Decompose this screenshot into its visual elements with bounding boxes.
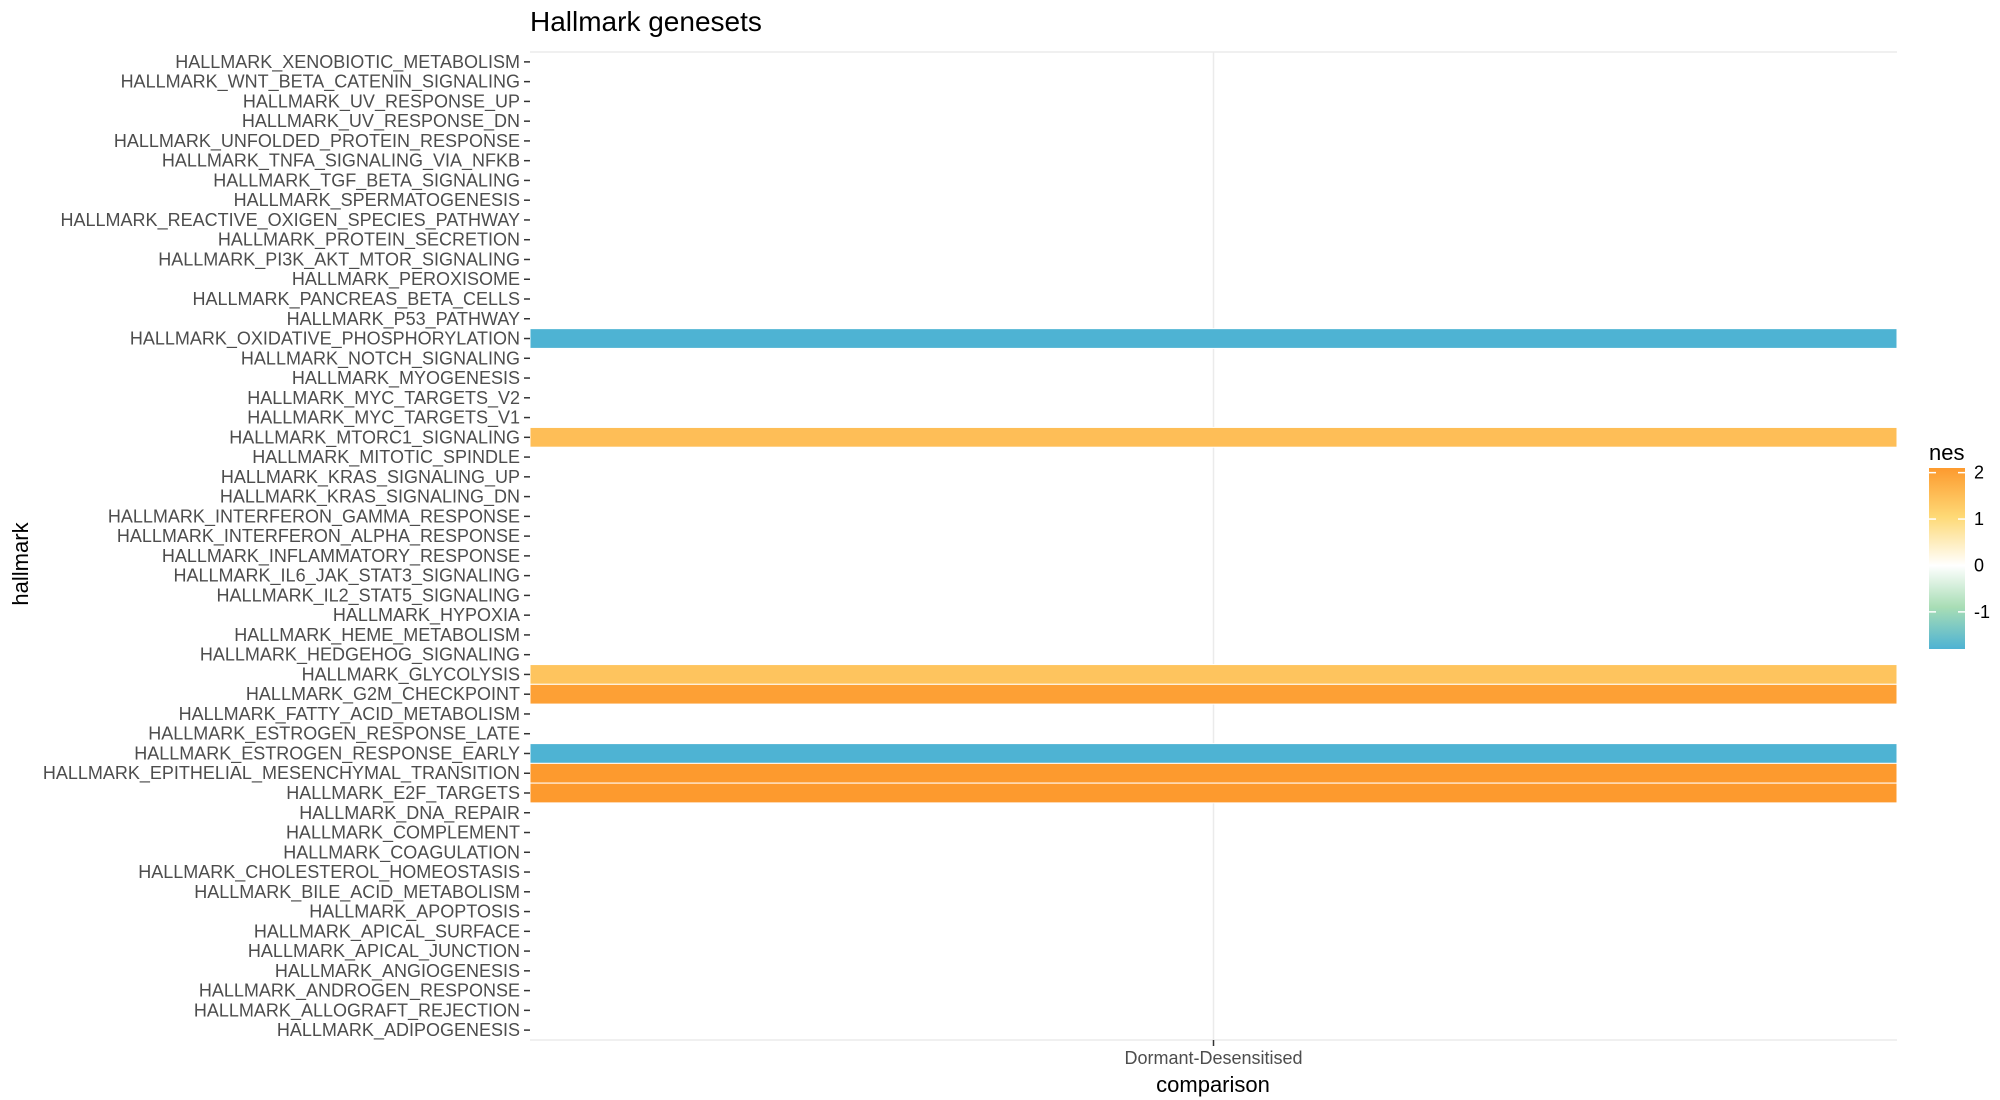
y-tick-label: HALLMARK_CHOLESTEROL_HOMEOSTASIS bbox=[138, 862, 520, 883]
y-tick-label: HALLMARK_HEME_METABOLISM bbox=[234, 625, 520, 646]
x-axis-title: comparison bbox=[1156, 1072, 1270, 1097]
y-tick-label: HALLMARK_UNFOLDED_PROTEIN_RESPONSE bbox=[114, 131, 520, 152]
y-tick-label: HALLMARK_ESTROGEN_RESPONSE_EARLY bbox=[134, 743, 520, 764]
y-tick-label: HALLMARK_MYOGENESIS bbox=[292, 368, 520, 389]
y-tick-label: HALLMARK_UV_RESPONSE_UP bbox=[243, 91, 520, 112]
y-tick-label: HALLMARK_HYPOXIA bbox=[333, 605, 520, 626]
y-tick-label: HALLMARK_E2F_TARGETS bbox=[286, 783, 520, 804]
legend-colorbar bbox=[1929, 468, 1965, 649]
heatmap-cell bbox=[529, 426, 1898, 448]
x-axis: Dormant-Desensitised bbox=[1124, 1040, 1303, 1068]
y-tick-label: HALLMARK_HEDGEHOG_SIGNALING bbox=[200, 645, 520, 666]
y-tick-label: HALLMARK_XENOBIOTIC_METABOLISM bbox=[175, 52, 520, 73]
y-tick-label: HALLMARK_DNA_REPAIR bbox=[299, 803, 520, 824]
y-tick-label: HALLMARK_PANCREAS_BETA_CELLS bbox=[193, 289, 520, 310]
y-tick-label: HALLMARK_UV_RESPONSE_DN bbox=[242, 111, 520, 132]
y-axis: HALLMARK_XENOBIOTIC_METABOLISMHALLMARK_W… bbox=[43, 52, 530, 1041]
legend-ticks: 2 1 0 -1 bbox=[1929, 463, 1990, 622]
y-tick-label: HALLMARK_PI3K_AKT_MTOR_SIGNALING bbox=[158, 249, 520, 270]
y-tick-label: HALLMARK_INTERFERON_GAMMA_RESPONSE bbox=[108, 506, 520, 527]
legend-tick-label: 2 bbox=[1974, 463, 1984, 483]
y-tick-label: HALLMARK_MYC_TARGETS_V1 bbox=[247, 408, 520, 429]
y-tick-label: HALLMARK_PEROXISOME bbox=[292, 269, 520, 290]
y-tick-label: HALLMARK_INFLAMMATORY_RESPONSE bbox=[162, 546, 520, 567]
y-tick-label: HALLMARK_APOPTOSIS bbox=[309, 902, 520, 923]
y-tick-label: HALLMARK_TNFA_SIGNALING_VIA_NFKB bbox=[162, 151, 520, 172]
heatmap-cell bbox=[529, 664, 1898, 685]
y-tick-label: HALLMARK_TGF_BETA_SIGNALING bbox=[213, 170, 520, 191]
y-tick-label: HALLMARK_ALLOGRAFT_REJECTION bbox=[194, 1000, 520, 1021]
y-tick-label: HALLMARK_ANGIOGENESIS bbox=[275, 961, 520, 982]
y-tick-label: HALLMARK_COAGULATION bbox=[283, 842, 520, 863]
legend-tick-label: 0 bbox=[1974, 555, 1984, 575]
heatmap-cell bbox=[529, 782, 1898, 804]
heatmap-cell bbox=[529, 743, 1898, 764]
y-tick-label: HALLMARK_P53_PATHWAY bbox=[287, 309, 520, 330]
y-tick-label: HALLMARK_NOTCH_SIGNALING bbox=[241, 348, 520, 369]
y-tick-label: HALLMARK_PROTEIN_SECRETION bbox=[218, 230, 520, 251]
grid-lines bbox=[530, 51, 1897, 1041]
y-tick-label: HALLMARK_ESTROGEN_RESPONSE_LATE bbox=[148, 724, 520, 745]
y-tick-label: HALLMARK_OXIDATIVE_PHOSPHORYLATION bbox=[130, 329, 520, 350]
y-tick-label: HALLMARK_MTORC1_SIGNALING bbox=[229, 427, 520, 448]
y-tick-label: HALLMARK_KRAS_SIGNALING_DN bbox=[220, 487, 520, 508]
legend-title: nes bbox=[1929, 440, 1964, 465]
y-tick-label: HALLMARK_COMPLEMENT bbox=[286, 823, 520, 844]
heatmap-cell bbox=[529, 762, 1898, 784]
y-tick-label: HALLMARK_ANDROGEN_RESPONSE bbox=[199, 981, 520, 1002]
legend: nes 2 1 0 -1 bbox=[1929, 440, 1990, 649]
y-tick-label: HALLMARK_MYC_TARGETS_V2 bbox=[247, 388, 520, 409]
y-tick-label: HALLMARK_APICAL_SURFACE bbox=[254, 921, 520, 942]
heatmap-cell bbox=[529, 328, 1898, 349]
y-tick-label: HALLMARK_REACTIVE_OXIGEN_SPECIES_PATHWAY bbox=[61, 210, 520, 231]
x-tick-label: Dormant-Desensitised bbox=[1124, 1048, 1302, 1068]
y-tick-label: HALLMARK_EPITHELIAL_MESENCHYMAL_TRANSITI… bbox=[43, 763, 520, 784]
y-tick-label: HALLMARK_BILE_ACID_METABOLISM bbox=[194, 882, 520, 903]
y-tick-label: HALLMARK_G2M_CHECKPOINT bbox=[246, 684, 520, 705]
y-tick-label: HALLMARK_APICAL_JUNCTION bbox=[248, 941, 520, 962]
y-tick-label: HALLMARK_GLYCOLYSIS bbox=[302, 664, 520, 685]
y-tick-label: HALLMARK_MITOTIC_SPINDLE bbox=[252, 447, 520, 468]
y-tick-label: HALLMARK_KRAS_SIGNALING_UP bbox=[221, 467, 520, 488]
heatmap-cell bbox=[529, 683, 1898, 705]
y-tick-label: HALLMARK_IL6_JAK_STAT3_SIGNALING bbox=[174, 566, 520, 587]
legend-tick-label: 1 bbox=[1974, 509, 1984, 529]
plot-panel bbox=[529, 51, 1898, 1041]
y-tick-label: HALLMARK_ADIPOGENESIS bbox=[277, 1020, 520, 1041]
legend-tick-label: -1 bbox=[1974, 602, 1990, 622]
y-tick-label: HALLMARK_FATTY_ACID_METABOLISM bbox=[179, 704, 520, 725]
y-tick-label: HALLMARK_SPERMATOGENESIS bbox=[234, 190, 520, 211]
chart-title: Hallmark genesets bbox=[530, 6, 762, 37]
y-tick-label: HALLMARK_INTERFERON_ALPHA_RESPONSE bbox=[117, 526, 520, 547]
y-axis-title: hallmark bbox=[8, 521, 33, 605]
y-tick-label: HALLMARK_WNT_BETA_CATENIN_SIGNALING bbox=[121, 72, 520, 93]
y-tick-label: HALLMARK_IL2_STAT5_SIGNALING bbox=[217, 585, 520, 606]
